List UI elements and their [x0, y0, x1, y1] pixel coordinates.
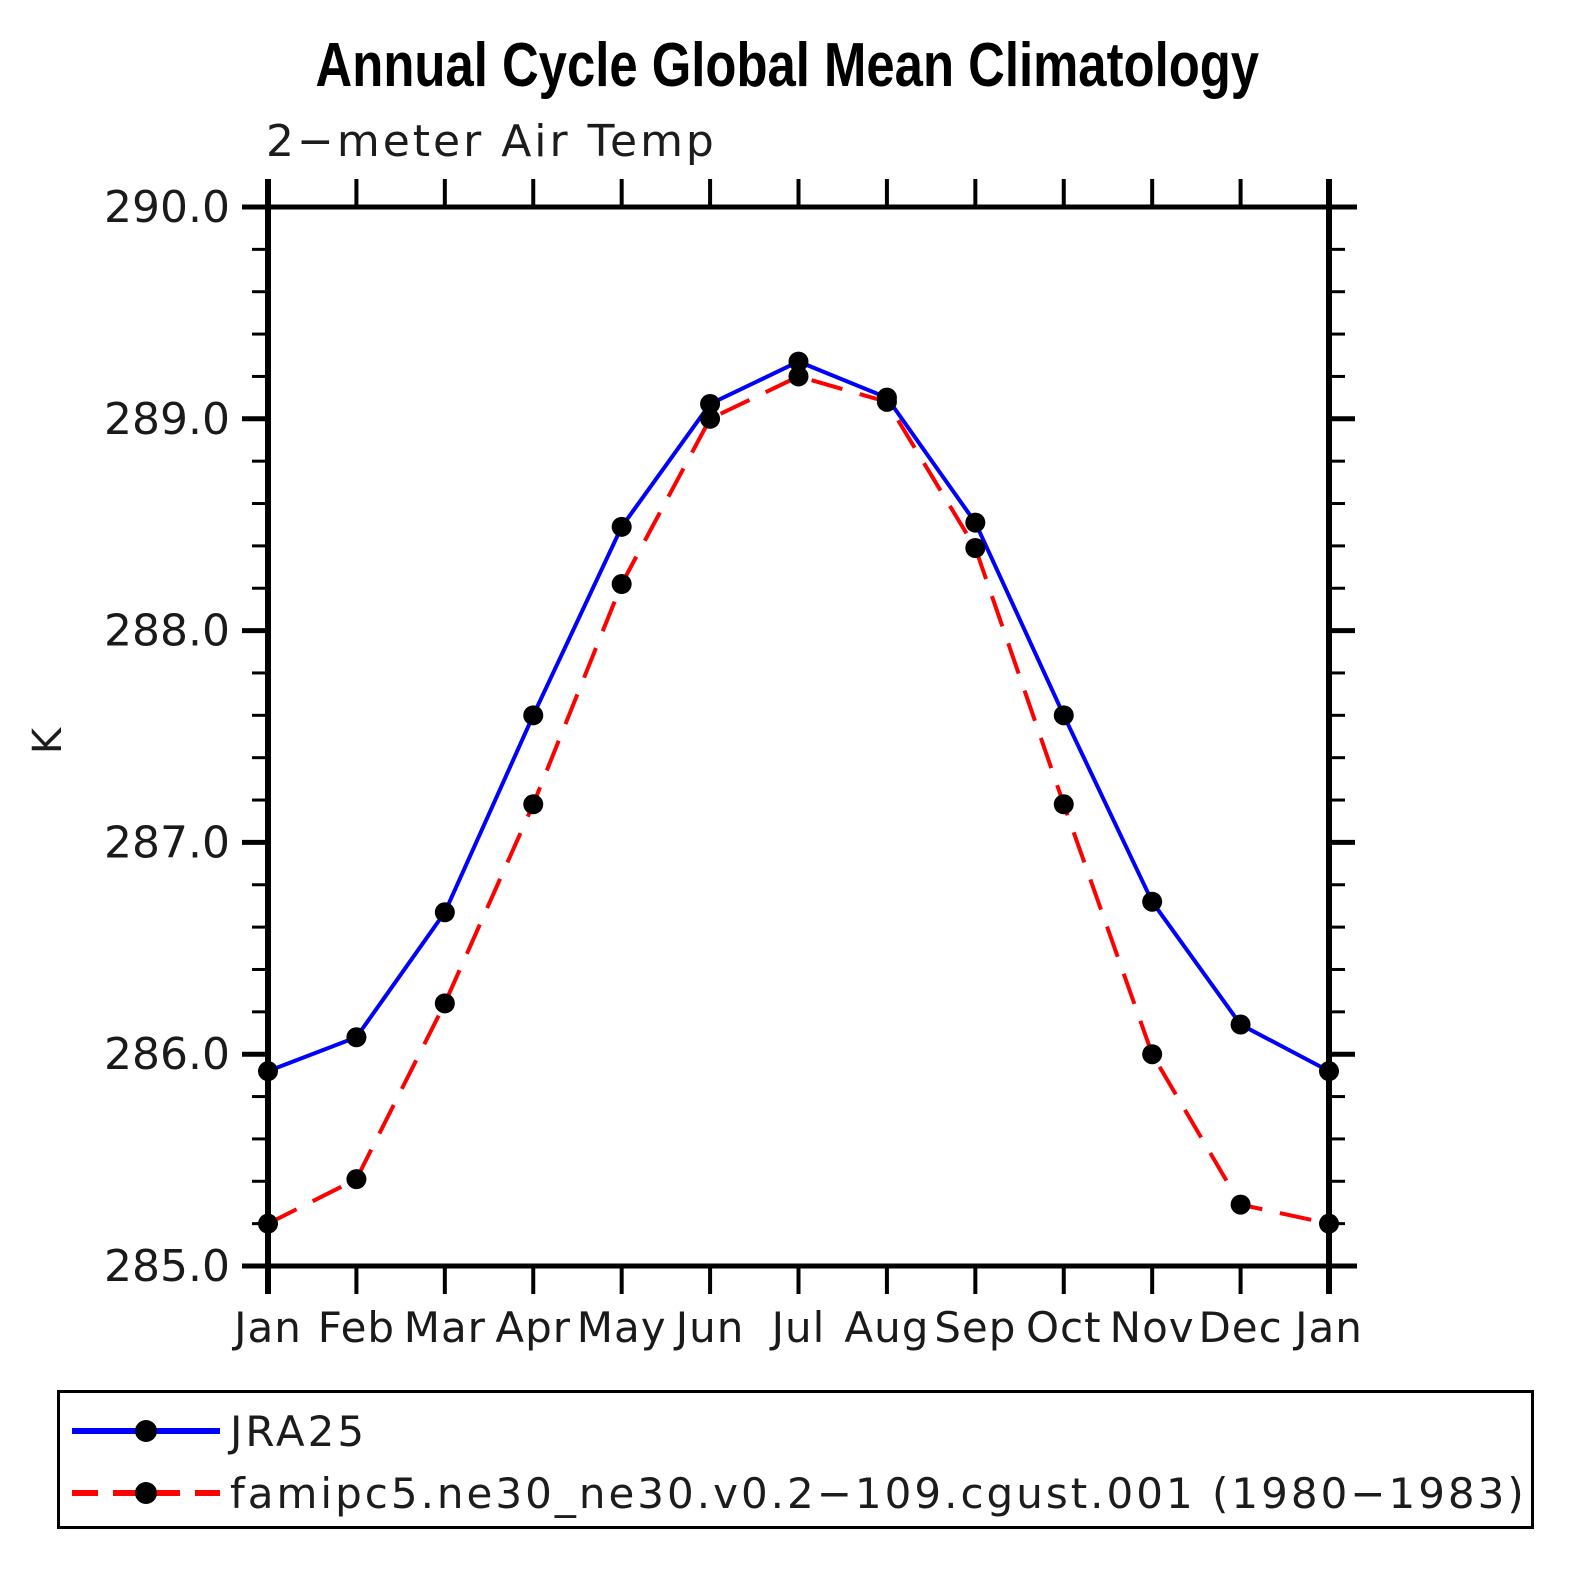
data-point-0: [788, 351, 809, 372]
data-point-1: [965, 537, 986, 558]
y-tick-label: 288.0: [104, 606, 230, 657]
legend-box: JRA25 famipc5.ne30_ne30.v0.2−109.cgust.0…: [57, 1390, 1534, 1529]
legend-entry-famipc5: famipc5.ne30_ne30.v0.2−109.cgust.001 (19…: [70, 1467, 1527, 1519]
data-point-1: [700, 408, 721, 429]
data-point-1: [1053, 794, 1074, 815]
data-point-0: [611, 516, 632, 537]
chart-title: Annual Cycle Global Mean Climatology: [315, 31, 1259, 100]
x-tick-label: Jan: [231, 1303, 302, 1352]
legend-line-dashed-red: [72, 1482, 220, 1504]
x-tick-label: Apr: [495, 1303, 571, 1352]
data-point-0: [346, 1027, 367, 1048]
legend-label-jra25: JRA25: [230, 1406, 368, 1456]
x-tick-label: Jun: [673, 1303, 745, 1352]
legend-entry-jra25: JRA25: [70, 1405, 367, 1457]
x-tick-label: Aug: [844, 1303, 929, 1352]
x-tick-label: Oct: [1026, 1303, 1102, 1352]
y-tick-label: 286.0: [104, 1029, 230, 1080]
x-tick-label: Feb: [318, 1303, 395, 1352]
data-point-0: [700, 393, 721, 414]
data-point-0: [1319, 1061, 1339, 1082]
data-point-1: [1142, 1044, 1163, 1065]
series-line-1: [267, 374, 1330, 1226]
data-point-1: [346, 1169, 367, 1190]
data-point-0: [258, 1061, 278, 1082]
data-point-1: [876, 391, 897, 412]
y-tick-label: 285.0: [104, 1241, 230, 1292]
data-point-1: [611, 574, 632, 595]
x-tick-label: Dec: [1198, 1303, 1282, 1352]
data-point-0: [1230, 1014, 1251, 1035]
x-tick-label: Sep: [934, 1303, 1016, 1352]
x-tick-label: Jul: [769, 1303, 826, 1352]
x-tick-label: Mar: [404, 1303, 486, 1352]
data-point-0: [1142, 891, 1163, 912]
title-row: Annual Cycle Global Mean Climatology: [0, 30, 1574, 101]
legend-marker-dot-icon: [135, 1420, 157, 1442]
x-tick-label: May: [577, 1303, 667, 1352]
data-point-1: [523, 794, 544, 815]
y-tick-label: 289.0: [104, 394, 230, 445]
chart-subtitle: 2−meter Air Temp: [266, 116, 717, 167]
series-line-0: [267, 359, 1330, 1074]
y-tick-label: 290.0: [104, 182, 230, 233]
y-tick-label: 287.0: [104, 817, 230, 868]
data-point-1: [1319, 1213, 1339, 1234]
legend-line-solid-blue: [72, 1420, 220, 1442]
data-point-1: [1230, 1194, 1251, 1215]
data-point-0: [523, 705, 544, 726]
data-point-0: [434, 902, 455, 923]
legend-label-famipc5: famipc5.ne30_ne30.v0.2−109.cgust.001 (19…: [230, 1468, 1527, 1518]
data-point-0: [965, 512, 986, 533]
data-point-1: [788, 366, 809, 387]
x-tick-label: Jan: [1292, 1303, 1363, 1352]
data-point-1: [258, 1213, 278, 1234]
x-tick-label: Nov: [1110, 1303, 1195, 1352]
data-point-1: [434, 993, 455, 1014]
legend-marker-dot-icon: [135, 1482, 157, 1504]
data-point-0: [1053, 705, 1074, 726]
